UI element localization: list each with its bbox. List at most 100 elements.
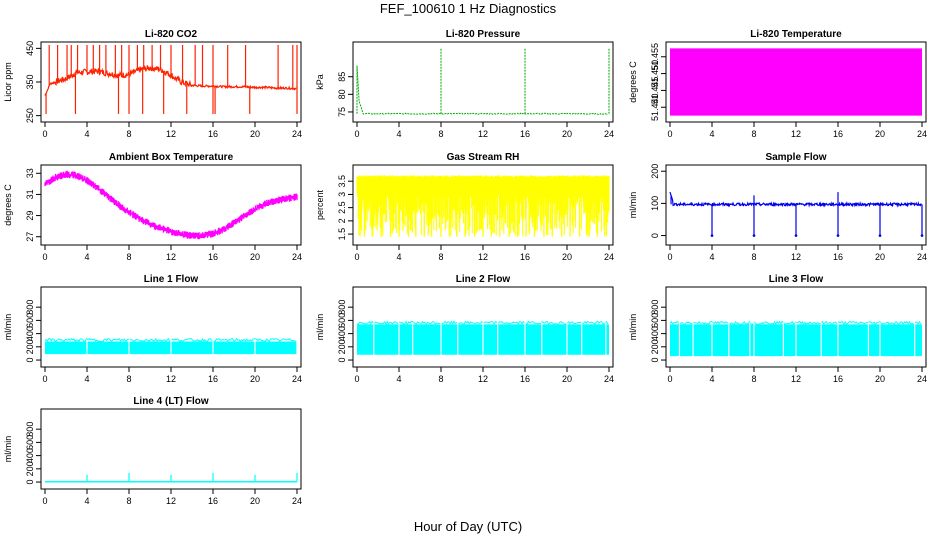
y-tick-label: 51.450 [650, 60, 660, 88]
y-tick-label: 0 [650, 358, 660, 363]
series-point [794, 234, 798, 237]
plot-frame [352, 41, 614, 123]
series-point [920, 234, 924, 237]
x-tick-label: 0 [42, 374, 47, 384]
x-tick-label: 4 [709, 374, 714, 384]
y-tick-label: 400 [650, 326, 660, 341]
x-tick-label: 0 [42, 129, 47, 139]
y-tick-label: 800 [25, 422, 35, 437]
y-tick-label: 0 [337, 358, 347, 363]
y-tick-label: 200 [25, 461, 35, 476]
x-tick-label: 20 [875, 129, 885, 139]
x-tick-label: 12 [791, 129, 801, 139]
y-tick-label: 400 [337, 326, 347, 341]
x-tick-label: 12 [166, 129, 176, 139]
x-tick-label: 8 [751, 129, 756, 139]
panel-0: Li-820 CO2 Licor ppm 0 4 8 12 16 20 24 250 350 450 [3, 29, 302, 139]
y-tick-label: 600 [650, 313, 660, 328]
x-tick-label: 12 [166, 374, 176, 384]
x-tick-label: 8 [126, 374, 131, 384]
y-tick-label: 51.440 [650, 93, 660, 121]
x-tick-label: 0 [354, 129, 359, 139]
x-tick-label: 16 [833, 252, 843, 262]
y-tick-label: 250 [25, 108, 35, 123]
x-tick-label: 20 [875, 374, 885, 384]
panel-2: Li-820 Temperature degrees C 0 4 8 12 16 20 24 51… [628, 29, 927, 139]
x-tick-label: 20 [562, 252, 572, 262]
series-line [44, 170, 298, 240]
y-axis-label: degrees C [628, 61, 638, 103]
x-tick-label: 24 [292, 252, 302, 262]
y-tick-label: 33 [25, 168, 35, 178]
y-tick-label: 3.5 [337, 175, 347, 188]
x-tick-label: 24 [917, 374, 927, 384]
y-tick-label: 800 [25, 300, 35, 315]
panel-5: Sample Flow ml/min 0 4 8 12 16 20 24 0 100 200 [628, 152, 927, 262]
panel-title: Li-820 Temperature [750, 29, 842, 40]
x-tick-label: 12 [478, 129, 488, 139]
series-line [356, 65, 609, 116]
y-axis-label: ml/min [3, 314, 13, 341]
x-tick-label: 8 [751, 252, 756, 262]
panel-title: Line 3 Flow [769, 274, 824, 285]
y-tick-label: 600 [25, 313, 35, 328]
series-point [710, 234, 714, 237]
x-tick-label: 20 [562, 129, 572, 139]
panel-title: Li-820 CO2 [145, 29, 198, 40]
y-tick-label: 450 [25, 41, 35, 56]
y-tick-label: 200 [650, 164, 660, 179]
y-axis-label: ml/min [315, 314, 325, 341]
x-tick-label: 4 [84, 496, 89, 506]
panel-title: Line 2 Flow [456, 274, 511, 285]
plot-area [44, 45, 298, 114]
series-point [878, 234, 882, 237]
panel-1: Li-820 Pressure kPa 0 4 8 12 16 20 24 75 80 85 [315, 29, 614, 139]
panel-title: Sample Flow [765, 152, 826, 163]
y-axis-label: ml/min [628, 192, 638, 219]
y-tick-label: 400 [25, 326, 35, 341]
y-tick-label: 200 [25, 339, 35, 354]
x-tick-label: 16 [208, 129, 218, 139]
x-tick-label: 12 [166, 252, 176, 262]
y-tick-label: 0 [650, 233, 660, 238]
x-tick-label: 4 [396, 374, 401, 384]
x-tick-label: 12 [166, 496, 176, 506]
y-axis-label: Licor ppm [3, 62, 13, 102]
y-tick-label: 800 [650, 300, 660, 315]
y-tick-label: 600 [25, 435, 35, 450]
x-tick-label: 24 [292, 374, 302, 384]
series-band [670, 48, 922, 116]
y-tick-label: 100 [650, 196, 660, 211]
y-axis-label: kPa [315, 74, 325, 90]
plot-area [45, 472, 298, 483]
panel-7: Line 2 Flow ml/min 0 4 8 12 16 20 24 0 20040060080… [315, 274, 614, 384]
y-tick-label: 400 [25, 448, 35, 463]
plot-area [44, 170, 298, 240]
panel-4: Gas Stream RH percent 0 4 8 12 16 20 24 1.5 2 2.5 3 3… [315, 152, 614, 262]
panel-title: Line 1 Flow [144, 274, 199, 285]
figure-title: FEF_100610 1 Hz Diagnostics [380, 1, 557, 16]
x-tick-label: 24 [917, 129, 927, 139]
x-tick-label: 24 [292, 129, 302, 139]
x-tick-label: 20 [250, 129, 260, 139]
panel-title: Ambient Box Temperature [109, 152, 234, 163]
x-tick-label: 16 [520, 374, 530, 384]
series-line [669, 191, 922, 208]
panel-title: Gas Stream RH [447, 152, 520, 163]
x-tick-label: 16 [520, 252, 530, 262]
y-axis-label: percent [315, 189, 325, 220]
y-axis-label: ml/min [3, 436, 13, 463]
y-axis-label: ml/min [628, 314, 638, 341]
plot-area [356, 175, 610, 237]
panel-8: Line 3 Flow ml/min 0 4 8 12 16 20 24 0 20040060080… [628, 274, 927, 384]
x-tick-label: 24 [917, 252, 927, 262]
y-tick-label: 2 [337, 218, 347, 223]
series-line [357, 320, 609, 326]
x-tick-label: 8 [751, 374, 756, 384]
plot-area [669, 191, 924, 237]
x-tick-label: 0 [354, 252, 359, 262]
series-line [669, 320, 922, 326]
series-line [44, 337, 296, 343]
x-tick-label: 16 [208, 252, 218, 262]
